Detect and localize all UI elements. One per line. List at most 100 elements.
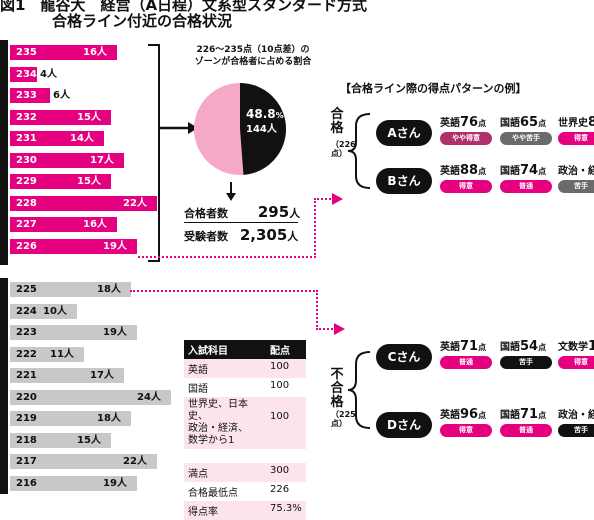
subject-score: 世界史8: [558, 114, 594, 130]
pass-group-sub: （226点）: [331, 140, 356, 158]
bar-count-label: 11人: [50, 348, 74, 360]
bar-count-label: 19人: [103, 327, 127, 338]
pie-slice-zone: [240, 83, 286, 175]
subject-score-value: 1: [588, 339, 594, 354]
passers-label: 合格者数: [184, 207, 228, 220]
subject-score-value: 74: [520, 163, 539, 178]
subject-name: 国語: [500, 118, 520, 129]
bar: 221: [10, 368, 124, 383]
fail-side-band: [0, 278, 8, 494]
examinees-unit: 人: [287, 230, 299, 243]
pie-title-line1: 226～235点（10点差）の: [196, 45, 310, 55]
pie-title: 226～235点（10点差）の ゾーンが合格者に占める割合: [178, 44, 328, 68]
bar-count-label: 16人: [83, 47, 107, 58]
subject-name: 世界史: [558, 118, 588, 129]
table-cell: 世界史、日本史、 政治・経済、 数学から1: [188, 399, 248, 446]
subject-score-value: 96: [460, 407, 479, 422]
table-cell: 100: [270, 411, 290, 422]
subject-score-value: 65: [520, 115, 539, 130]
bar-count-label: 24人: [137, 391, 161, 403]
fail-group-sub: （225点）: [331, 410, 356, 428]
table-cell: 英語: [188, 365, 208, 376]
bar: 227: [10, 217, 117, 232]
subject-score-value: 54: [520, 339, 539, 354]
table-row: 世界史、日本史、 政治・経済、 数学から1 100: [184, 397, 306, 449]
bar: 217: [10, 454, 157, 469]
bar: 222: [10, 346, 84, 362]
level-badge: 苦手: [558, 180, 594, 193]
subject-score-unit: 点: [538, 167, 547, 176]
subject-score-value: 76: [460, 115, 479, 130]
bar-score-label: 223: [16, 327, 37, 338]
subject-table: 入試科目 配点 英語 100 国語 100 世界史、日本史、 政治・経済、 数学…: [184, 340, 306, 520]
bar-score-label: 235: [16, 47, 37, 58]
subject-name: 英語: [440, 118, 460, 129]
bar: 234: [10, 66, 37, 82]
subject-name: 文数学: [558, 342, 588, 353]
pie-title-line2: ゾーンが合格者に占める割合: [194, 57, 312, 67]
bar-count-label: 17人: [90, 154, 114, 166]
bar: 225: [10, 282, 131, 297]
table-header: 入試科目 配点: [184, 340, 306, 359]
subject-score-value: 71: [460, 339, 479, 354]
bar-score-label: 230: [16, 154, 37, 166]
table-row: 満点 300: [184, 463, 306, 482]
subject-name: 英語: [440, 410, 460, 421]
level-badge: 得意: [558, 356, 594, 369]
subject-name: 国語: [500, 166, 520, 177]
subject-score: 英語88点: [440, 162, 486, 178]
bar-count-label: 22人: [123, 456, 147, 467]
level-badge: 普通: [440, 356, 492, 369]
pie-percent-unit: %: [275, 111, 284, 120]
subject-score: 英語96点: [440, 406, 486, 422]
level-badge: 苦手: [558, 424, 594, 437]
table-spacer: [184, 449, 306, 463]
fail-connector-v: [316, 290, 318, 330]
passers-stat: 合格者数 295人: [184, 203, 300, 221]
subject-score: 英語71点: [440, 338, 486, 354]
subject-score-value: 71: [520, 407, 539, 422]
pass-connector-v: [314, 198, 316, 258]
subject-name: 国語: [500, 342, 520, 353]
bar-score-label: 229: [16, 176, 37, 187]
bar-count-label: 19人: [103, 240, 127, 252]
subject-score: 文数学1: [558, 338, 594, 354]
bar-score-label: 228: [16, 197, 37, 209]
table-header-subject: 入試科目: [188, 346, 228, 357]
bar-count-label: 18人: [97, 284, 121, 295]
bar-count-label: 16人: [83, 219, 107, 230]
bar-score-label: 216: [16, 477, 37, 489]
arrow-right-icon: [158, 122, 198, 134]
bar-score-label: 217: [16, 456, 37, 467]
table-cell: 満点: [188, 469, 208, 480]
bar: 230: [10, 152, 124, 168]
subject-score: 国語65点: [500, 114, 546, 130]
pass-zone-bracket: [148, 44, 160, 262]
bar: 218: [10, 432, 111, 448]
subject-score: 国語71点: [500, 406, 546, 422]
table-row: 国語 100: [184, 378, 306, 397]
subject-name: 英語: [440, 166, 460, 177]
bar-score-label: 221: [16, 370, 37, 381]
table-row: 得点率 75.3%: [184, 501, 306, 520]
fail-connector-arrow-icon: [334, 323, 345, 335]
level-badge: 得意: [558, 132, 594, 145]
subject-score: 政治・経済6: [558, 162, 594, 178]
bar: 224: [10, 303, 77, 319]
pass-connector-arrow-icon: [332, 193, 343, 205]
bar: 235: [10, 45, 117, 60]
level-badge: やや苦手: [500, 132, 552, 145]
bar-score-label: 226: [16, 240, 37, 252]
subject-score-unit: 点: [538, 411, 547, 420]
bar-score-label: 233: [16, 90, 37, 101]
bar: 232: [10, 109, 111, 125]
table-cell: 300: [270, 465, 290, 476]
subject-score-unit: 点: [478, 119, 487, 128]
bar-count-label: 14人: [70, 133, 94, 144]
bar-score-label: 219: [16, 413, 37, 424]
passers-value: 295: [257, 203, 290, 221]
pie-percent-label: 48.8%: [246, 103, 284, 122]
bar-score-label: 224: [16, 305, 37, 317]
bar-score-label: 234: [16, 68, 37, 80]
pass-side-band: [0, 40, 8, 265]
